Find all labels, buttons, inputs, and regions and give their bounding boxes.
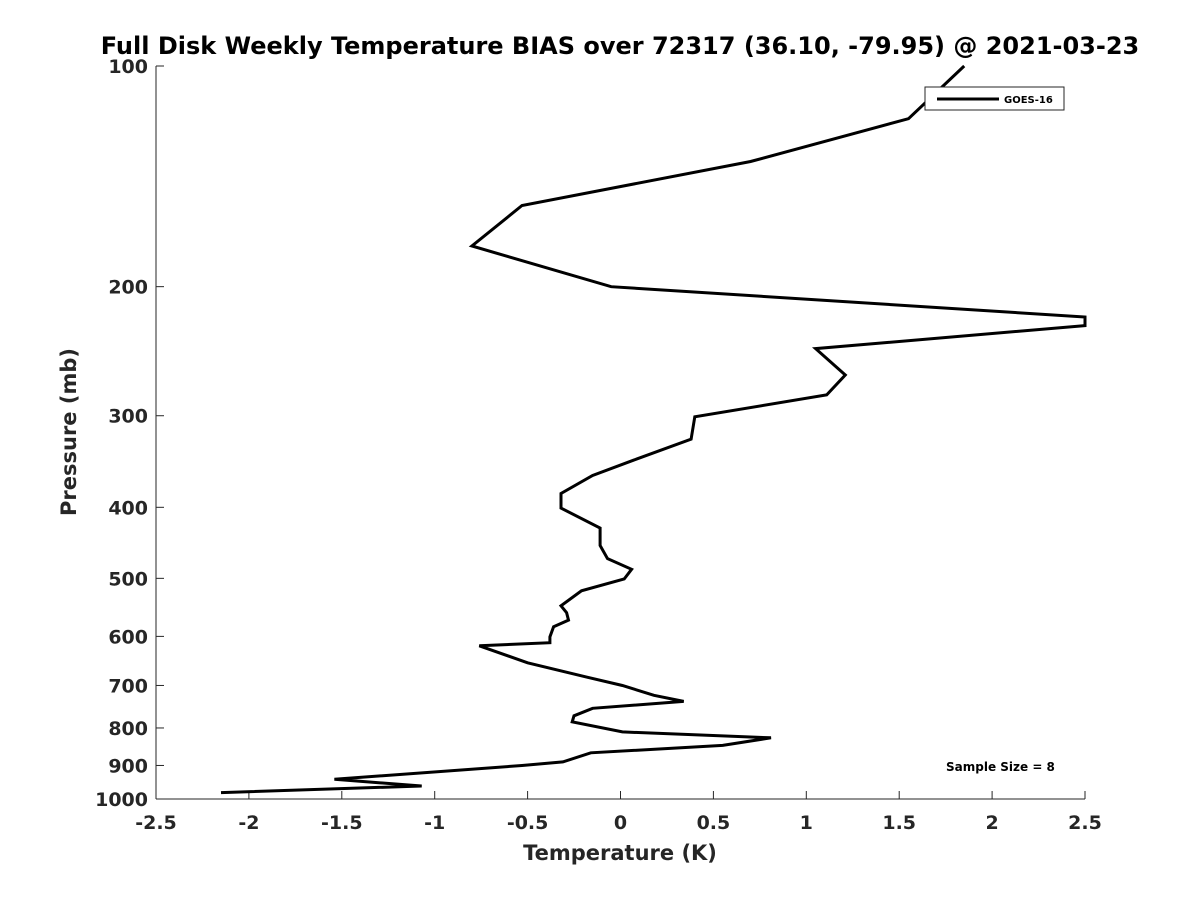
y-tick-label: 300 xyxy=(108,406,148,428)
x-axis-ticks: -2.5 -2 -1.5 -1 -0.5 0 0.5 1 1.5 2 2.5 xyxy=(135,791,1102,834)
y-tick-label: 400 xyxy=(108,497,148,519)
y-tick-label: 900 xyxy=(108,755,148,777)
y-axis-ticks: 100 200 300 400 500 600 700 800 900 1000 xyxy=(95,56,164,811)
y-tick-label: 700 xyxy=(108,675,148,697)
y-tick-label: 800 xyxy=(108,718,148,740)
x-tick-label: -0.5 xyxy=(507,812,549,834)
x-tick-label: 0 xyxy=(614,812,627,834)
x-tick-label: -1.5 xyxy=(321,812,363,834)
x-tick-label: -1 xyxy=(424,812,445,834)
plot-area xyxy=(155,66,1085,800)
legend: GOES-16 xyxy=(924,86,1065,111)
series-line-goes-16 xyxy=(220,64,1087,795)
y-axis-label: Pressure (mb) xyxy=(57,348,81,516)
x-tick-label: -2.5 xyxy=(135,812,177,834)
y-tick-label: 600 xyxy=(108,626,148,648)
legend-entry-label: GOES-16 xyxy=(1004,95,1053,106)
series-layer xyxy=(220,64,1087,795)
y-tick-label: 100 xyxy=(108,56,148,78)
x-tick-label: 1.5 xyxy=(882,812,916,834)
x-tick-label: 2 xyxy=(985,812,998,834)
chart-title: Full Disk Weekly Temperature BIAS over 7… xyxy=(101,32,1140,60)
y-tick-label: 200 xyxy=(108,277,148,299)
x-tick-label: 0.5 xyxy=(697,812,731,834)
y-tick-label: 1000 xyxy=(95,789,148,811)
x-axis-label: Temperature (K) xyxy=(523,841,717,865)
x-tick-label: 1 xyxy=(800,812,813,834)
x-tick-label: -2 xyxy=(238,812,259,834)
x-tick-label: 2.5 xyxy=(1068,812,1102,834)
y-tick-label: 500 xyxy=(108,568,148,590)
sample-size-annotation: Sample Size = 8 xyxy=(946,760,1055,774)
